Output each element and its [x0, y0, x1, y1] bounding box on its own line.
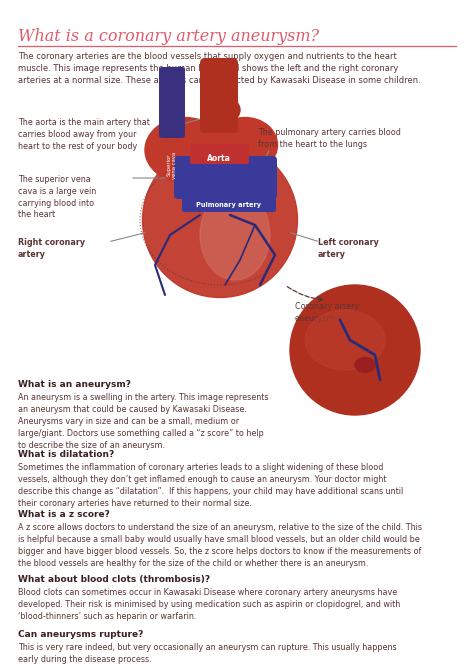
Text: Right coronary
artery: Right coronary artery [18, 238, 85, 259]
FancyBboxPatch shape [190, 144, 249, 164]
Ellipse shape [200, 190, 270, 280]
FancyBboxPatch shape [174, 156, 277, 199]
Text: Coronary artery
aneurysm—: Coronary artery aneurysm— [295, 302, 359, 323]
Text: What is an aneurysm?: What is an aneurysm? [18, 380, 131, 389]
Text: Sometimes the inflammation of coronary arteries leads to a slight widening of th: Sometimes the inflammation of coronary a… [18, 463, 403, 508]
Text: The pulmonary artery carries blood
from the heart to the lungs: The pulmonary artery carries blood from … [258, 128, 401, 149]
Text: The coronary arteries are the blood vessels that supply oxygen and nutrients to : The coronary arteries are the blood vess… [18, 52, 421, 85]
Text: Aorta: Aorta [207, 154, 231, 163]
FancyBboxPatch shape [182, 193, 276, 212]
Ellipse shape [355, 358, 375, 373]
Text: What is dilatation?: What is dilatation? [18, 450, 114, 459]
Text: The aorta is the main artery that
carries blood away from your
heart to the rest: The aorta is the main artery that carrie… [18, 118, 150, 151]
Ellipse shape [145, 117, 225, 182]
FancyBboxPatch shape [200, 58, 238, 133]
Text: Pulmonary artery: Pulmonary artery [196, 202, 262, 208]
Ellipse shape [212, 117, 277, 172]
Text: Can aneurysms rupture?: Can aneurysms rupture? [18, 630, 143, 639]
Ellipse shape [143, 143, 298, 297]
Text: Blood clots can sometimes occur in Kawasaki Disease where coronary artery aneury: Blood clots can sometimes occur in Kawas… [18, 588, 400, 621]
Text: The superior vena
cava is a large vein
carrying blood into
the heart: The superior vena cava is a large vein c… [18, 175, 96, 219]
FancyBboxPatch shape [159, 67, 185, 138]
Text: An aneurysm is a swelling in the artery. This image represents
an aneurysm that : An aneurysm is a swelling in the artery.… [18, 393, 268, 450]
Text: What about blood clots (thrombosis)?: What about blood clots (thrombosis)? [18, 575, 210, 584]
Text: This is very rare indeed, but very occasionally an aneurysm can rupture. This us: This is very rare indeed, but very occas… [18, 643, 397, 664]
Text: A z score allows doctors to understand the size of an aneurysm, relative to the : A z score allows doctors to understand t… [18, 523, 422, 567]
Text: What is a coronary artery aneurysm?: What is a coronary artery aneurysm? [18, 28, 319, 45]
Text: Superior
vena cava: Superior vena cava [166, 151, 177, 179]
Text: What is a z score?: What is a z score? [18, 510, 110, 519]
Text: Left coronary
artery: Left coronary artery [318, 238, 379, 259]
Ellipse shape [210, 98, 240, 123]
Ellipse shape [305, 310, 385, 370]
Circle shape [290, 285, 420, 415]
